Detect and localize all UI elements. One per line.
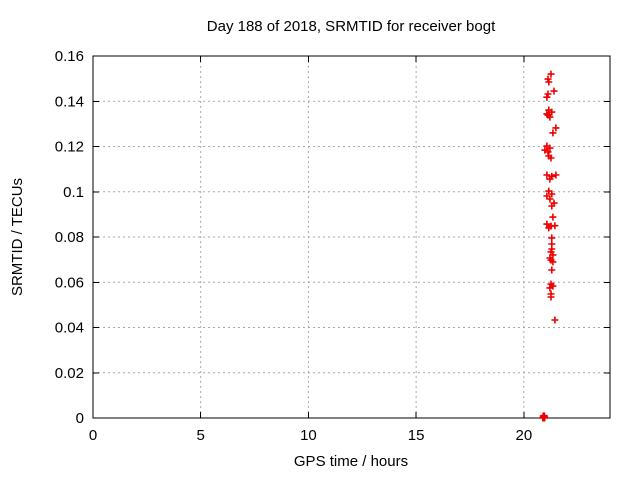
y-tick-label: 0.02 — [55, 365, 84, 382]
y-tick-label: 0.12 — [55, 139, 84, 156]
x-axis-label: GPS time / hours — [294, 453, 408, 470]
plot-area: 0 5 10 15 20 0 0.02 0.04 0.06 0.08 0.1 0.12 0.14 0.16 — [55, 48, 611, 444]
y-tick-label: 0.1 — [63, 184, 84, 201]
x-tick-label: 0 — [89, 427, 97, 444]
x-tick-label: 10 — [300, 427, 317, 444]
y-tick-label: 0.04 — [55, 320, 84, 337]
y-tick-label: 0.16 — [55, 48, 84, 65]
x-tick-label: 5 — [197, 427, 205, 444]
chart-title: Day 188 of 2018, SRMTID for receiver bog… — [207, 18, 496, 35]
y-tick-label: 0.06 — [55, 274, 84, 291]
data-points — [539, 70, 560, 422]
y-tick-label: 0.08 — [55, 229, 84, 246]
y-axis-label: SRMTID / TECUs — [9, 178, 26, 296]
x-tick-label: 15 — [408, 427, 425, 444]
plot-border — [92, 55, 611, 419]
x-tick-label: 20 — [515, 427, 532, 444]
y-tick-label: 0 — [76, 410, 84, 427]
y-tick-label: 0.14 — [55, 93, 84, 110]
